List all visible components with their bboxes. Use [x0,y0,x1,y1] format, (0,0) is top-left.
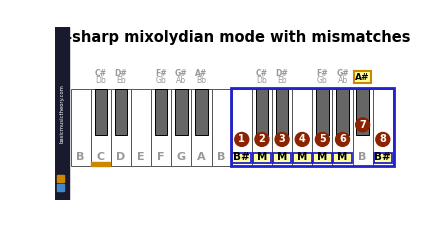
Bar [356,89,369,135]
Text: basicmusictheory.com: basicmusictheory.com [59,84,65,143]
Bar [313,153,332,163]
Bar [175,89,187,135]
Bar [256,89,268,135]
Text: B: B [217,152,226,162]
Text: 1: 1 [238,134,245,144]
Bar [253,153,271,163]
Bar [92,162,110,166]
Bar [336,89,349,135]
Text: Ab: Ab [176,76,187,86]
Bar [374,153,392,163]
Bar [57,175,64,182]
Text: A#: A# [356,72,370,81]
Text: F#: F# [316,69,328,78]
Circle shape [315,133,330,146]
Bar [333,89,352,166]
Bar [316,89,329,135]
Bar [273,153,291,163]
Bar [276,89,288,135]
Text: G: G [177,152,186,162]
Bar [231,88,394,166]
Bar [354,71,371,83]
Text: M: M [297,152,308,162]
Text: 3: 3 [279,134,286,144]
Circle shape [376,133,390,146]
Bar [95,89,107,135]
Text: D: D [116,152,125,162]
Text: A: A [197,152,206,162]
Bar [111,89,131,166]
Text: M: M [257,152,267,162]
Bar [115,89,127,135]
Bar [232,89,252,166]
Bar [352,89,373,166]
Text: G#: G# [336,69,349,78]
Bar [131,89,151,166]
Bar [292,89,312,166]
Bar [272,89,292,166]
Text: E: E [137,152,145,162]
Text: Eb: Eb [277,76,287,86]
Bar [333,153,352,163]
Text: C#: C# [256,69,268,78]
Text: C#: C# [95,69,107,78]
Text: D#: D# [276,69,289,78]
Text: B-sharp mixolydian mode with mismatches: B-sharp mixolydian mode with mismatches [55,29,410,45]
Text: D#: D# [114,69,127,78]
Circle shape [275,133,289,146]
Bar [252,89,272,166]
Text: Gb: Gb [317,76,328,86]
Text: B#: B# [374,152,391,162]
Circle shape [255,133,269,146]
Text: 2: 2 [259,134,265,144]
Text: 4: 4 [299,134,306,144]
Text: 5: 5 [319,134,326,144]
Text: B#: B# [233,152,250,162]
Text: F: F [158,152,165,162]
Bar [171,89,191,166]
Text: Bb: Bb [197,76,206,86]
Bar [191,89,212,166]
Text: M: M [277,152,287,162]
Bar [195,89,208,135]
Text: M: M [317,152,327,162]
Circle shape [235,133,249,146]
Bar [55,27,69,200]
Text: Eb: Eb [116,76,126,86]
Text: G#: G# [175,69,187,78]
Bar [293,153,312,163]
Bar [70,89,91,166]
Text: A#: A# [195,69,208,78]
Text: Ab: Ab [337,76,348,86]
Circle shape [356,118,370,132]
Bar [373,89,393,166]
Text: Db: Db [95,76,106,86]
Text: C: C [97,152,105,162]
Text: B: B [359,152,367,162]
Circle shape [295,133,309,146]
Bar [212,89,232,166]
Circle shape [336,133,349,146]
Text: Gb: Gb [156,76,167,86]
Bar [312,89,333,166]
Text: 7: 7 [359,120,366,130]
Text: 6: 6 [339,134,346,144]
Text: 8: 8 [379,134,386,144]
Text: Db: Db [257,76,268,86]
Bar [57,184,64,191]
Bar [155,89,167,135]
Bar [232,153,251,163]
Text: B: B [77,152,85,162]
Bar [151,89,171,166]
Text: F#: F# [155,69,167,78]
Text: M: M [337,152,348,162]
Bar [91,89,111,166]
